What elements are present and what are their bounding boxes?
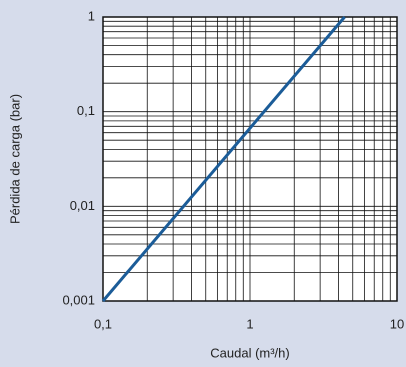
- y-tick-label: 0,01: [70, 198, 95, 213]
- x-tick-label: 0,1: [94, 316, 112, 331]
- y-tick-label: 0,001: [62, 292, 95, 307]
- y-tick-label: 0,1: [77, 103, 95, 118]
- line: [101, 16, 346, 302]
- x-tick-label: 1: [246, 316, 253, 331]
- x-tick-label: 10: [390, 316, 404, 331]
- x-axis-label: Caudal (m³/h): [210, 345, 289, 360]
- y-tick-label: 1: [88, 8, 95, 23]
- y-axis-label: Pérdida de carga (bar): [7, 94, 22, 224]
- plot-border: [102, 16, 398, 302]
